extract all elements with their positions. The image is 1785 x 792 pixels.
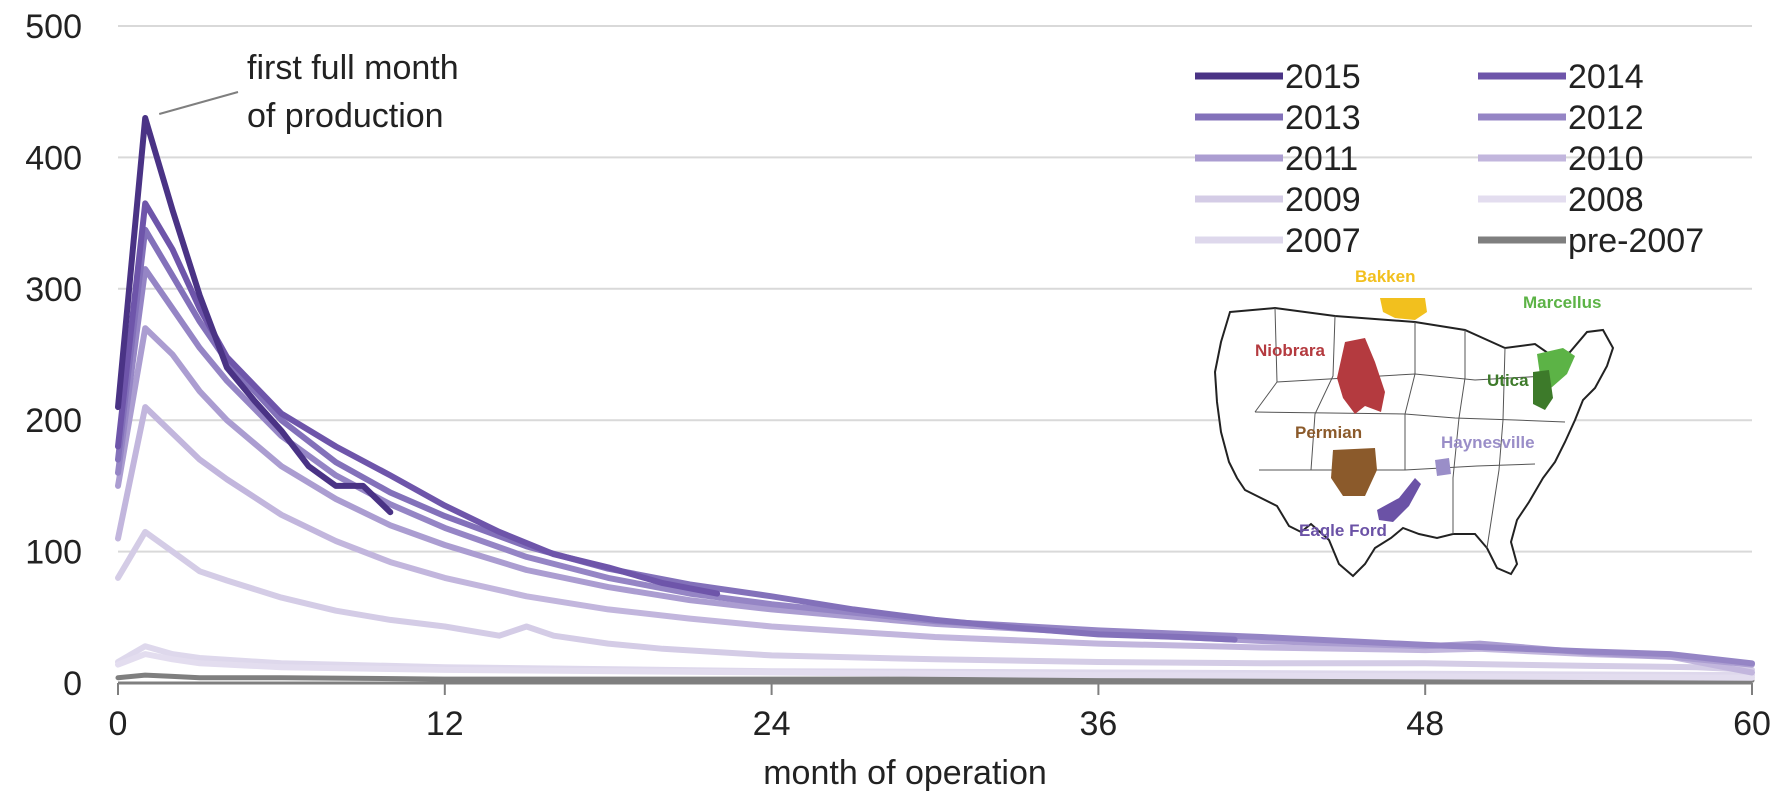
x-tick-label-0: 0	[109, 705, 128, 743]
x-axis-title: month of operation	[763, 754, 1047, 792]
series-line-2009	[115, 528, 1755, 673]
legend-label-2015: 2015	[1285, 58, 1361, 96]
series-line-2015	[115, 115, 394, 516]
legend-label-pre-2007: pre-2007	[1568, 222, 1704, 260]
annotation-leader-line	[158, 91, 239, 115]
y-tick-label-400: 400	[25, 139, 82, 177]
legend-label-2011: 2011	[1285, 140, 1358, 178]
series-line-pre-2007	[115, 672, 1755, 683]
series-lines	[115, 115, 1755, 683]
x-tick-label-36: 36	[1079, 705, 1117, 743]
region-permian	[1331, 448, 1377, 496]
legend-label-2013: 2013	[1285, 99, 1361, 137]
inset-map: Bakken Marcellus Niobrara Utica Permian …	[1213, 267, 1615, 578]
x-tick-label-12: 12	[426, 705, 464, 743]
legend: 2015 2014 2013 2012 2011 2010 2009 2008 2007 pre-…	[1195, 58, 1704, 260]
map-label-bakken: Bakken	[1355, 267, 1415, 286]
legend-label-2008: 2008	[1568, 181, 1644, 219]
series-line-2012	[115, 266, 1755, 667]
y-tick-label-500: 500	[25, 8, 82, 46]
region-utica	[1533, 370, 1553, 410]
map-label-marcellus: Marcellus	[1523, 293, 1601, 312]
us-outline	[1213, 306, 1615, 578]
annotation-text-line-2: of production	[247, 97, 444, 135]
legend-label-2009: 2009	[1285, 181, 1361, 219]
legend-label-2014: 2014	[1568, 58, 1644, 96]
map-label-permian: Permian	[1295, 423, 1362, 442]
legend-label-2010: 2010	[1568, 140, 1644, 178]
legend-label-2007: 2007	[1285, 222, 1361, 260]
y-tick-label-200: 200	[25, 402, 82, 440]
series-line-2013	[115, 226, 1238, 643]
legend-label-2012: 2012	[1568, 99, 1644, 137]
map-label-niobrara: Niobrara	[1255, 341, 1325, 360]
y-tick-label-100: 100	[25, 534, 82, 572]
x-tick-label-48: 48	[1406, 705, 1444, 743]
annotation: first full month of production	[158, 49, 459, 135]
region-haynesville	[1435, 458, 1451, 476]
y-tick-label-0: 0	[63, 665, 82, 703]
x-tick-label-60: 60	[1733, 705, 1771, 743]
region-eagle-ford	[1377, 478, 1421, 522]
x-tick-label-24: 24	[753, 705, 791, 743]
map-label-haynesville: Haynesville	[1441, 433, 1535, 452]
map-label-eagle-ford: Eagle Ford	[1299, 521, 1387, 540]
map-label-utica: Utica	[1487, 371, 1529, 390]
series-line-2014	[115, 200, 721, 597]
y-tick-label-300: 300	[25, 271, 82, 309]
axes: 0 100 200 300 400 500 0 12 24 36 48 60	[25, 8, 1771, 743]
annotation-text-line-1: first full month	[247, 49, 459, 87]
region-bakken	[1380, 298, 1427, 320]
series-line-2008	[115, 651, 1755, 681]
region-niobrara	[1337, 338, 1385, 414]
